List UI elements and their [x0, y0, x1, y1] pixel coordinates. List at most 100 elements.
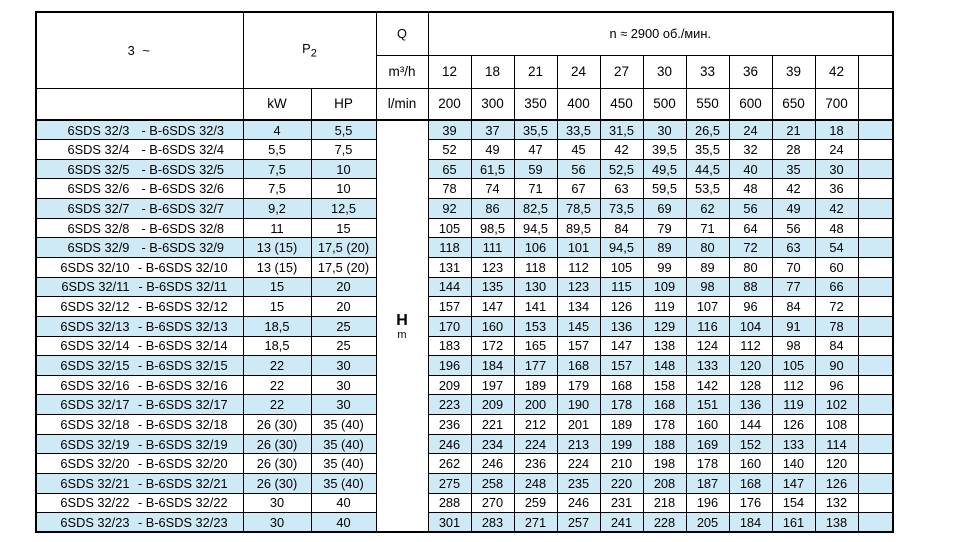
- model-name: 6SDS 32/14: [60, 338, 130, 354]
- hp-value-cell: 10: [310, 178, 377, 200]
- head-value-cell: 61,5: [470, 158, 515, 180]
- head-value-cell: 172: [470, 335, 515, 357]
- table-row: 6SDS 32/16 - B-6SDS 32/16 22 30 209 197 189 179…: [35, 374, 894, 396]
- model-alt-name: - B-6SDS 32/17: [137, 397, 228, 413]
- head-value-cell: 112: [771, 374, 816, 396]
- flow-lmin-value: 200: [427, 87, 472, 121]
- model-alt-name: - B-6SDS 32/23: [137, 514, 228, 530]
- head-value-cell: 74: [470, 178, 515, 200]
- table-row: 6SDS 32/10 - B-6SDS 32/10 13 (15) 17,5 (20)…: [35, 256, 894, 278]
- head-value-cell: 98: [685, 276, 730, 298]
- flow-m3h-value: 36: [728, 54, 773, 89]
- head-value-cell: 92: [427, 198, 472, 219]
- model-name: 6SDS 32/22: [60, 495, 130, 511]
- phase-label: 3 ~: [35, 11, 244, 89]
- hp-value-cell: 35 (40): [310, 414, 377, 435]
- kw-value-cell: 13 (15): [242, 256, 312, 278]
- head-value-cell: 157: [599, 355, 644, 376]
- p2-letter: P: [302, 40, 311, 56]
- empty-cell: [857, 198, 894, 219]
- head-value-cell: 35,5: [685, 139, 730, 160]
- head-value-cell: 128: [728, 374, 773, 396]
- head-value-cell: 147: [771, 473, 816, 494]
- head-value-cell: 144: [427, 276, 472, 298]
- head-value-cell: 94,5: [599, 237, 644, 258]
- model-name: 6SDS 32/6: [67, 181, 130, 197]
- head-value-cell: 161: [771, 512, 816, 533]
- model-alt-name: - B-6SDS 32/13: [137, 318, 228, 334]
- head-value-cell: 133: [771, 433, 816, 455]
- head-value-cell: 101: [556, 237, 601, 258]
- head-value-cell: 176: [728, 492, 773, 514]
- head-value-cell: 220: [599, 473, 644, 494]
- head-value-cell: 18: [814, 119, 859, 141]
- flow-m3h-value: 21: [513, 54, 558, 89]
- hp-value-cell: 7,5: [310, 139, 377, 160]
- flow-m3h-value: 30: [642, 54, 687, 89]
- head-value-cell: 188: [642, 433, 687, 455]
- table-row: 6SDS 32/5 - B-6SDS 32/5 7,5 10 65 61,5 59 56 52,…: [35, 158, 894, 180]
- empty-cell: [857, 394, 894, 416]
- empty-cell: [857, 256, 894, 278]
- kw-value-cell: 26 (30): [242, 414, 312, 435]
- head-value-cell: 196: [427, 355, 472, 376]
- head-value-cell: 56: [771, 217, 816, 239]
- head-value-cell: 42: [599, 139, 644, 160]
- head-value-cell: 177: [513, 355, 558, 376]
- model-name: 6SDS 32/8: [67, 220, 130, 236]
- head-value-cell: 84: [771, 296, 816, 317]
- head-value-cell: 56: [556, 158, 601, 180]
- hp-value-cell: 35 (40): [310, 453, 377, 475]
- head-value-cell: 212: [513, 414, 558, 435]
- head-value-cell: 168: [642, 394, 687, 416]
- head-value-cell: 96: [814, 374, 859, 396]
- head-value-cell: 71: [513, 178, 558, 200]
- head-value-cell: 126: [814, 473, 859, 494]
- empty-header-cell: [857, 87, 894, 121]
- flow-m3h-value: 39: [771, 54, 816, 89]
- head-value-cell: 35,5: [513, 119, 558, 141]
- head-value-cell: 224: [513, 433, 558, 455]
- table-row: 6SDS 32/4 - B-6SDS 32/4 5,5 7,5 52 49 47 45 42 39…: [35, 139, 894, 160]
- head-value-cell: 89,5: [556, 217, 601, 239]
- model-alt-name: - B-6SDS 32/15: [137, 358, 228, 373]
- head-value-cell: 198: [642, 453, 687, 475]
- head-value-cell: 64: [728, 217, 773, 239]
- kw-value-cell: 22: [242, 374, 312, 396]
- blank-header-cell: [35, 87, 244, 121]
- head-value-cell: 94,5: [513, 217, 558, 239]
- head-value-cell: 65: [427, 158, 472, 180]
- kw-value-cell: 15: [242, 296, 312, 317]
- head-value-cell: 28: [771, 139, 816, 160]
- head-value-cell: 160: [728, 453, 773, 475]
- head-value-cell: 179: [556, 374, 601, 396]
- head-value-cell: 209: [427, 374, 472, 396]
- head-value-cell: 47: [513, 139, 558, 160]
- table-row: 6SDS 32/20 - B-6SDS 32/20 26 (30) 35 (40) 26…: [35, 453, 894, 475]
- head-value-cell: 89: [685, 256, 730, 278]
- model-cell: 6SDS 32/13 - B-6SDS 32/13: [35, 315, 244, 337]
- pump-performance-table: 3 ~ P2 Q n ≈ 2900 об./мин. m³/h 12 18 21 24…: [35, 11, 894, 534]
- flow-lmin-value: 300: [470, 87, 515, 121]
- p2-power-label: P2: [242, 11, 377, 89]
- head-value-cell: 135: [470, 276, 515, 298]
- head-value-cell: 119: [771, 394, 816, 416]
- table-row: 6SDS 32/23 - B-6SDS 32/23 30 40 301 283 271 257…: [35, 512, 894, 533]
- model-alt-name: - B-6SDS 32/22: [137, 495, 228, 511]
- head-value-cell: 36: [814, 178, 859, 200]
- model-name: 6SDS 32/20: [60, 456, 130, 472]
- head-value-cell: 132: [814, 492, 859, 514]
- head-value-cell: 138: [814, 512, 859, 533]
- head-value-cell: 224: [556, 453, 601, 475]
- head-value-cell: 168: [556, 355, 601, 376]
- head-value-cell: 71: [685, 217, 730, 239]
- head-value-cell: 178: [599, 394, 644, 416]
- empty-cell: [857, 315, 894, 337]
- head-value-cell: 144: [728, 414, 773, 435]
- head-value-cell: 210: [599, 453, 644, 475]
- model-alt-name: - B-6SDS 32/4: [141, 141, 224, 157]
- head-value-cell: 60: [814, 256, 859, 278]
- head-value-cell: 111: [470, 237, 515, 258]
